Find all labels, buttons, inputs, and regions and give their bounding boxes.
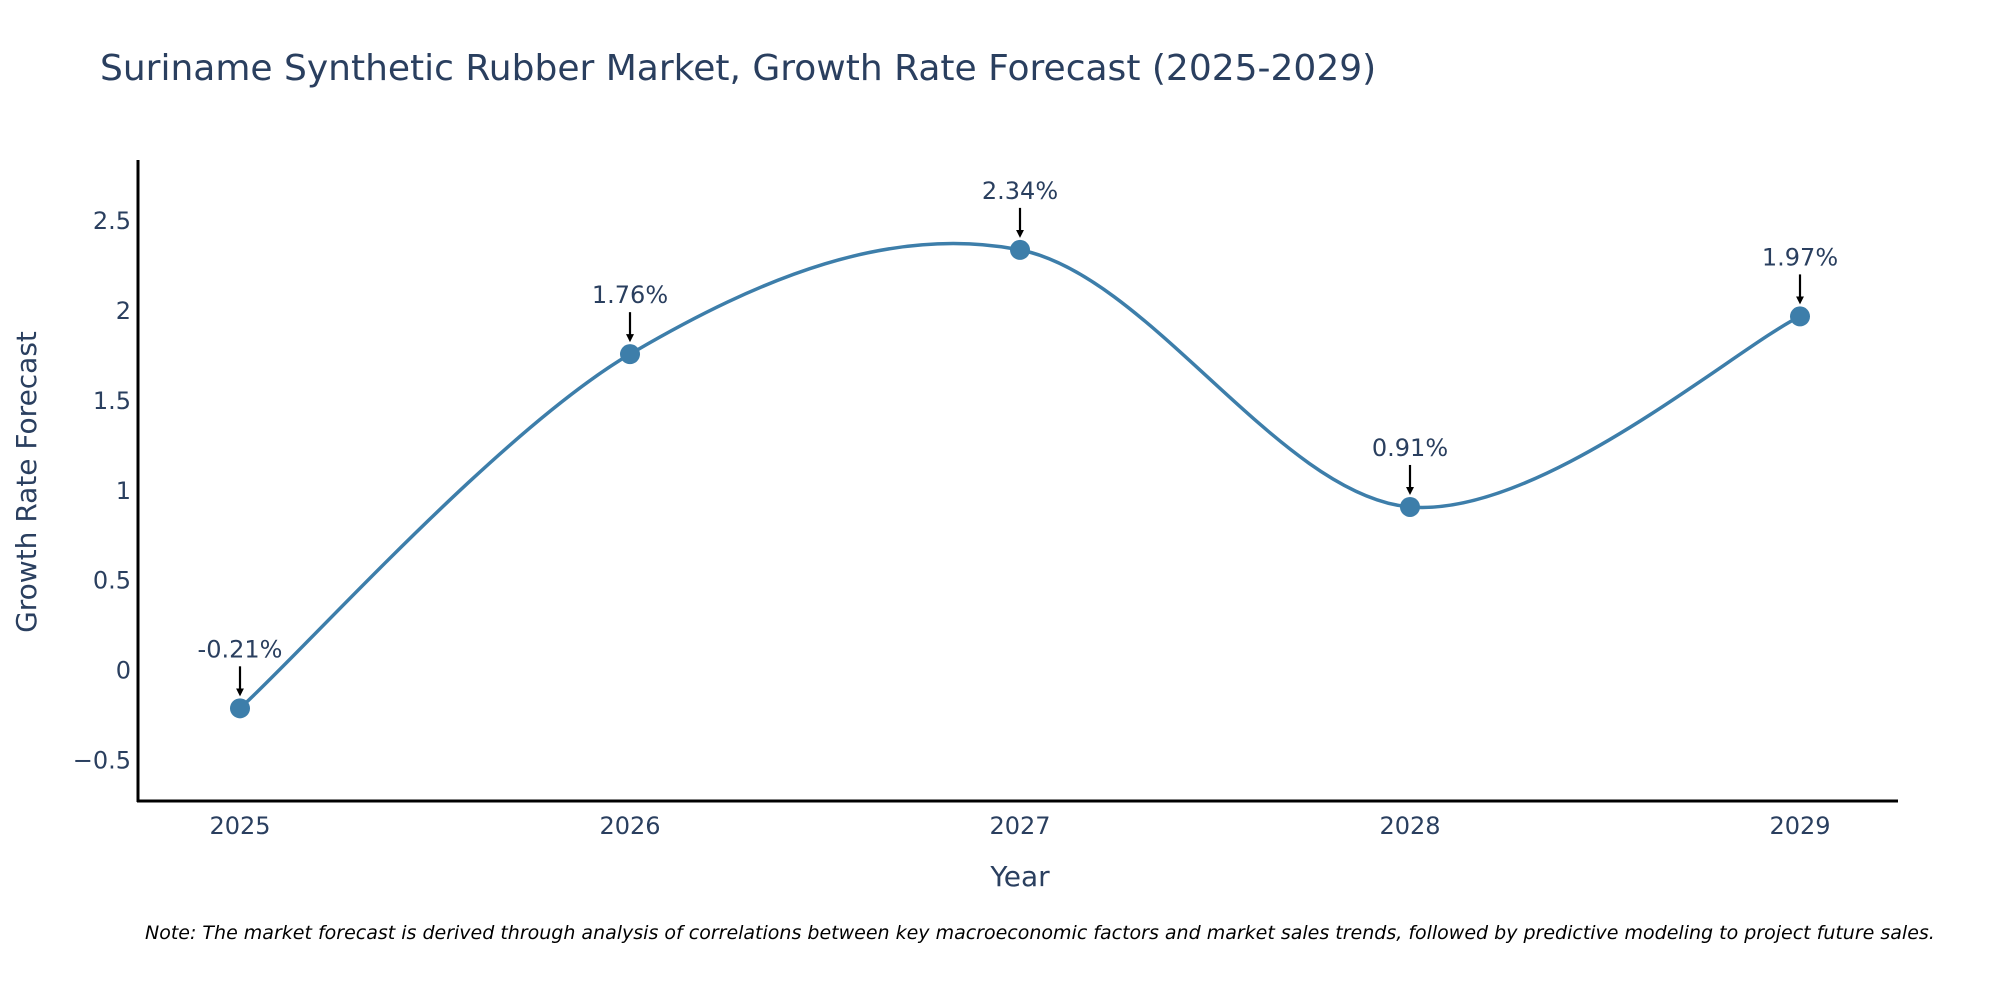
- data-point: [620, 344, 640, 365]
- chart-title: Suriname Synthetic Rubber Market, Growth…: [100, 48, 1376, 89]
- y-tick-label: 1.5: [93, 387, 131, 415]
- y-axis-ticks: −0.5 0 0.5 1 1.5 2 2.5: [73, 207, 131, 774]
- y-tick-label: 0: [116, 657, 131, 685]
- footnote: Note: The market forecast is derived thr…: [145, 922, 1935, 944]
- data-point: [1400, 496, 1420, 517]
- data-label: 1.97%: [1762, 243, 1838, 271]
- y-axis-title: Growth Rate Forecast: [10, 331, 43, 633]
- data-label: 2.34%: [982, 177, 1058, 205]
- x-tick-label: 2025: [209, 812, 270, 840]
- x-axis-ticks: 2025 2026 2027 2028 2029: [209, 812, 1830, 840]
- data-points: [230, 239, 1810, 719]
- data-point: [230, 698, 250, 719]
- series-line: [238, 241, 1801, 710]
- y-tick-label: 0.5: [93, 567, 131, 595]
- data-annotations: -0.21% 1.76% 2.34% 0.91% 1.97%: [198, 177, 1838, 697]
- x-tick-label: 2029: [1769, 812, 1830, 840]
- data-point: [1790, 306, 1810, 327]
- x-tick-label: 2028: [1379, 812, 1440, 840]
- data-label: -0.21%: [198, 635, 283, 663]
- data-label: 0.91%: [1372, 434, 1448, 462]
- y-tick-label: −0.5: [73, 746, 131, 774]
- x-tick-label: 2027: [989, 812, 1050, 840]
- data-label: 1.76%: [592, 281, 668, 309]
- x-tick-label: 2026: [599, 812, 660, 840]
- y-tick-label: 2: [116, 297, 131, 325]
- x-axis-title: Year: [989, 860, 1050, 893]
- data-point: [1010, 239, 1030, 260]
- y-tick-label: 1: [116, 477, 131, 505]
- y-tick-label: 2.5: [93, 207, 131, 235]
